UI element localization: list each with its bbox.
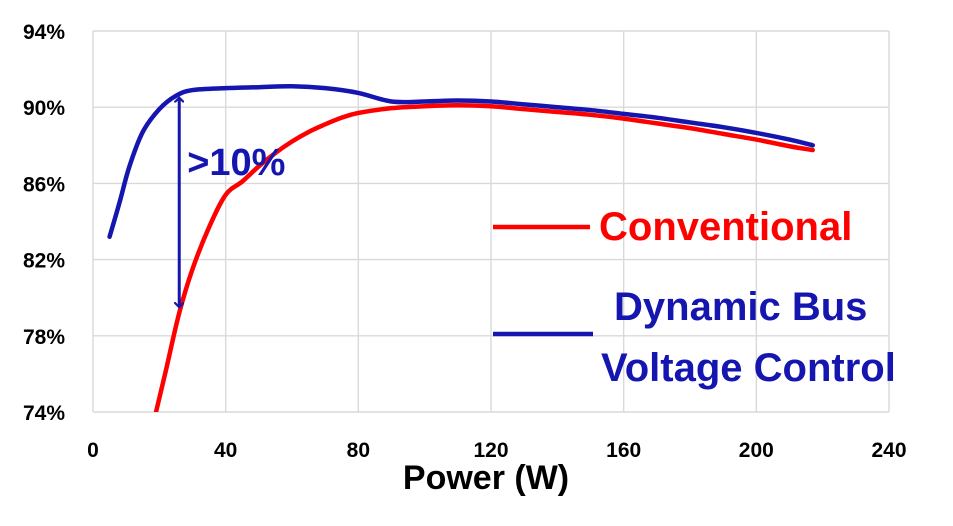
efficiency-gap-label: >10% (187, 142, 285, 184)
x-tick-label: 120 (473, 439, 508, 462)
x-tick-label: 0 (87, 439, 99, 462)
x-axis-title: Power (W) (403, 459, 569, 497)
legend-label-conventional: Conventional (599, 205, 852, 249)
legend: Conventional Dynamic Bus Voltage Control (493, 205, 896, 390)
series-lines (107, 83, 815, 412)
conventional-series-line (153, 103, 815, 412)
x-tick-label: 80 (347, 439, 370, 462)
x-tick-label: 200 (739, 439, 774, 462)
y-tick-label: 82% (23, 250, 65, 273)
y-tick-label: 86% (23, 173, 65, 196)
legend-label-dynamic-bus: Dynamic Bus Voltage Control (601, 285, 896, 390)
y-axis-ticks: 74% 78% 82% 86% 90% 94% (23, 21, 65, 425)
x-tick-label: 40 (214, 439, 237, 462)
x-tick-label: 160 (606, 439, 641, 462)
dynamic-bus-series-line (107, 83, 815, 239)
x-tick-label: 240 (871, 439, 906, 462)
y-tick-label: 94% (23, 21, 65, 44)
grid-lines (92, 30, 890, 413)
y-tick-label: 90% (23, 97, 65, 120)
y-tick-label: 78% (23, 326, 65, 349)
x-axis-ticks: 0 40 80 120 160 200 240 (87, 439, 906, 462)
y-tick-label: 74% (23, 402, 65, 425)
annotation: >10% (179, 98, 285, 308)
